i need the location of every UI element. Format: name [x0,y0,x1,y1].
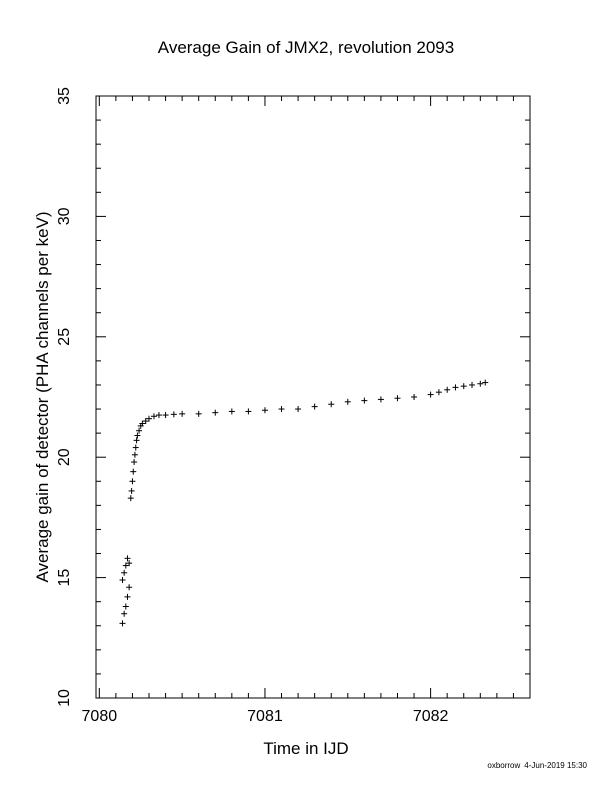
data-point [452,384,459,391]
chart-title: Average Gain of JMX2, revolution 2093 [158,38,454,57]
data-point [278,406,285,413]
x-tick-label: 7082 [413,708,449,725]
data-point [132,444,139,451]
data-point [150,413,157,420]
data-point [162,412,169,419]
data-point [130,468,137,475]
data-point [122,603,129,610]
data-point [427,391,434,398]
data-point [126,560,133,567]
data-point [128,487,135,494]
plot-area-frame [95,95,531,699]
data-point [127,495,134,502]
data-point [179,410,186,417]
data-point [460,383,467,390]
data-point [411,394,418,400]
footer-credit: oxborrow 4-Jun-2019 15:30 [487,761,587,770]
data-point [361,397,368,404]
data-point [133,437,140,444]
data-point [311,403,318,410]
data-points [119,379,489,627]
data-point [121,569,128,576]
data-point [482,379,489,386]
axis-tick-labels: 7080 7081 7082 10 15 20 25 30 35 [56,87,449,725]
data-point [377,396,384,403]
data-point [170,411,177,418]
data-point [444,386,451,393]
data-point [394,395,401,402]
y-tick-label: 35 [56,87,73,105]
y-tick-label: 10 [56,689,73,707]
y-tick-label: 15 [56,569,73,587]
data-point [344,398,351,405]
data-point [142,418,149,425]
y-axis-label: Average gain of detector (PHA channels p… [33,211,52,582]
data-point [119,620,126,627]
footer-timestamp: 4-Jun-2019 15:30 [524,761,587,770]
data-point [121,610,128,617]
data-point [212,409,219,416]
x-axis-label: Time in IJD [263,739,348,758]
footer-author: oxborrow [487,761,520,770]
data-point [477,380,484,387]
data-point [195,410,202,417]
data-point [146,415,153,422]
data-point [295,406,302,413]
data-point [139,420,146,427]
x-tick-label: 7080 [82,708,118,725]
y-tick-label: 30 [56,207,73,225]
y-tick-label: 20 [56,448,73,466]
data-point [228,408,235,415]
data-point [134,432,141,439]
data-point [261,407,268,414]
data-point [124,593,131,600]
x-tick-label: 7081 [247,708,283,725]
y-tick-label: 25 [56,328,73,346]
data-point [245,408,252,415]
data-point [131,459,138,466]
data-point [124,555,131,562]
data-point [328,401,335,408]
data-point [126,584,133,591]
data-point [435,389,442,396]
data-point [129,478,136,485]
data-point [155,412,162,419]
data-point [131,451,138,458]
data-point [469,381,476,388]
data-point [119,577,126,584]
data-point [122,562,129,569]
axis-ticks [96,95,531,699]
data-point [136,427,143,434]
